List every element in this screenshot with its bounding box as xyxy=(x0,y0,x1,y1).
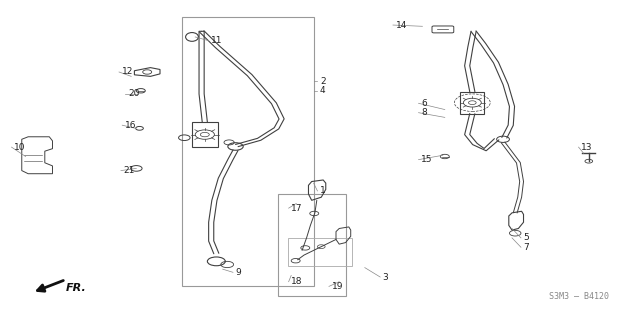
Bar xyxy=(288,238,352,266)
Bar xyxy=(278,194,346,296)
Text: 6: 6 xyxy=(421,99,427,108)
Text: 18: 18 xyxy=(291,277,303,286)
Text: 3: 3 xyxy=(383,273,388,281)
Text: 11: 11 xyxy=(211,36,223,45)
Text: 4: 4 xyxy=(320,86,326,95)
Text: 17: 17 xyxy=(291,204,303,213)
Text: 2: 2 xyxy=(320,77,326,86)
Text: 9: 9 xyxy=(236,268,241,277)
Text: 14: 14 xyxy=(396,21,407,29)
Text: S3M3 – B4120: S3M3 – B4120 xyxy=(549,292,609,301)
Text: FR.: FR. xyxy=(66,283,86,293)
Text: 21: 21 xyxy=(124,166,135,175)
Text: 1: 1 xyxy=(320,187,326,195)
Text: 7: 7 xyxy=(524,243,529,252)
Text: 10: 10 xyxy=(14,143,26,151)
Text: 13: 13 xyxy=(581,143,593,151)
Text: 16: 16 xyxy=(125,121,136,130)
Text: 12: 12 xyxy=(122,68,133,76)
Text: 19: 19 xyxy=(332,282,343,291)
Text: 20: 20 xyxy=(128,90,140,98)
Text: 5: 5 xyxy=(524,233,529,242)
Text: 8: 8 xyxy=(421,108,427,117)
Bar xyxy=(182,17,314,286)
Text: 15: 15 xyxy=(421,155,433,164)
